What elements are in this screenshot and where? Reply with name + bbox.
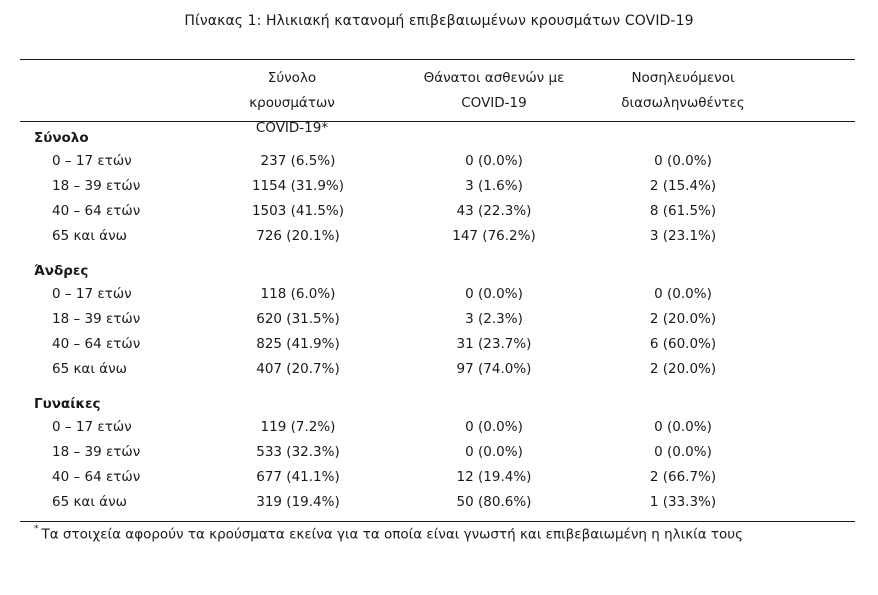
cell-deaths: 31 (23.7%) xyxy=(456,336,532,352)
top-rule xyxy=(20,59,855,61)
cell-total-cases: 119 (7.2%) xyxy=(260,419,336,435)
row-label: 65 και άνω xyxy=(52,494,127,510)
cell-total-cases: 118 (6.0%) xyxy=(260,286,336,302)
footnote: * Τα στοιχεία αφορούν τα κρούσματα εκείνα… xyxy=(34,524,744,543)
cell-intubated: 8 (61.5%) xyxy=(649,203,717,219)
cell-deaths: 50 (80.6%) xyxy=(456,494,532,510)
cell-total-cases: 677 (41.1%) xyxy=(256,469,340,485)
cell-deaths: 0 (0.0%) xyxy=(465,419,523,435)
row-label: 0 – 17 ετών xyxy=(52,419,132,435)
header-intubated-line2: διασωληνωθέντες xyxy=(621,95,745,111)
footnote-text: Τα στοιχεία αφορούν τα κρούσματα εκείνα … xyxy=(41,526,744,543)
header-deaths-line2: COVID-19 xyxy=(461,95,527,111)
row-label: 18 – 39 ετών xyxy=(52,444,141,460)
cell-intubated: 3 (23.1%) xyxy=(649,228,717,244)
group-title-women: Γυναίκες xyxy=(34,396,101,412)
row-label: 40 – 64 ετών xyxy=(52,203,141,219)
cell-intubated: 1 (33.3%) xyxy=(649,494,717,510)
cell-intubated: 0 (0.0%) xyxy=(654,444,712,460)
header-intubated-line1: Νοσηλευόμενοι xyxy=(631,70,735,86)
row-label: 0 – 17 ετών xyxy=(52,153,132,169)
header-total-cases: Σύνολο κρουσμάτων COVID-19* xyxy=(226,66,358,141)
group-title-men: Άνδρες xyxy=(34,263,89,279)
bottom-rule xyxy=(20,521,855,523)
cell-intubated: 2 (20.0%) xyxy=(649,361,717,377)
cell-intubated: 0 (0.0%) xyxy=(654,286,712,302)
row-label: 65 και άνω xyxy=(52,228,127,244)
cell-deaths: 147 (76.2%) xyxy=(452,228,536,244)
header-deaths: Θάνατοι ασθενών με COVID-19 xyxy=(410,66,578,116)
cell-total-cases: 237 (6.5%) xyxy=(260,153,336,169)
header-intubated: Νοσηλευόμενοι διασωληνωθέντες xyxy=(601,66,765,116)
row-label: 40 – 64 ετών xyxy=(52,336,141,352)
row-label: 18 – 39 ετών xyxy=(52,311,141,327)
row-label: 65 και άνω xyxy=(52,361,127,377)
cell-intubated: 0 (0.0%) xyxy=(654,419,712,435)
cell-intubated: 6 (60.0%) xyxy=(649,336,717,352)
footnote-marker: * xyxy=(34,524,39,534)
cell-deaths: 12 (19.4%) xyxy=(456,469,532,485)
group-title-total: Σύνολο xyxy=(34,130,89,146)
cell-total-cases: 1154 (31.9%) xyxy=(251,178,345,194)
table-caption: Πίνακας 1: Ηλικιακή κατανομή επιβεβαιωμέ… xyxy=(184,13,694,29)
header-deaths-line1: Θάνατοι ασθενών με xyxy=(423,70,565,86)
cell-total-cases: 726 (20.1%) xyxy=(256,228,340,244)
cell-total-cases: 407 (20.7%) xyxy=(256,361,340,377)
header-total-cases-line1: Σύνολο κρουσμάτων xyxy=(249,70,335,111)
cell-deaths: 3 (1.6%) xyxy=(465,178,523,194)
row-label: 18 – 39 ετών xyxy=(52,178,141,194)
cell-total-cases: 825 (41.9%) xyxy=(256,336,340,352)
cell-intubated: 0 (0.0%) xyxy=(654,153,712,169)
cell-intubated: 2 (66.7%) xyxy=(649,469,717,485)
cell-deaths: 97 (74.0%) xyxy=(456,361,532,377)
row-label: 0 – 17 ετών xyxy=(52,286,132,302)
cell-deaths: 3 (2.3%) xyxy=(465,311,523,327)
cell-total-cases: 533 (32.3%) xyxy=(256,444,340,460)
cell-intubated: 2 (15.4%) xyxy=(649,178,717,194)
row-label: 40 – 64 ετών xyxy=(52,469,141,485)
cell-deaths: 43 (22.3%) xyxy=(456,203,532,219)
cell-total-cases: 620 (31.5%) xyxy=(256,311,340,327)
cell-deaths: 0 (0.0%) xyxy=(465,286,523,302)
cell-total-cases: 1503 (41.5%) xyxy=(251,203,345,219)
header-rule xyxy=(20,121,855,122)
cell-total-cases: 319 (19.4%) xyxy=(256,494,340,510)
cell-deaths: 0 (0.0%) xyxy=(465,153,523,169)
cell-intubated: 2 (20.0%) xyxy=(649,311,717,327)
header-total-cases-line2: COVID-19* xyxy=(255,120,329,136)
cell-deaths: 0 (0.0%) xyxy=(465,444,523,460)
